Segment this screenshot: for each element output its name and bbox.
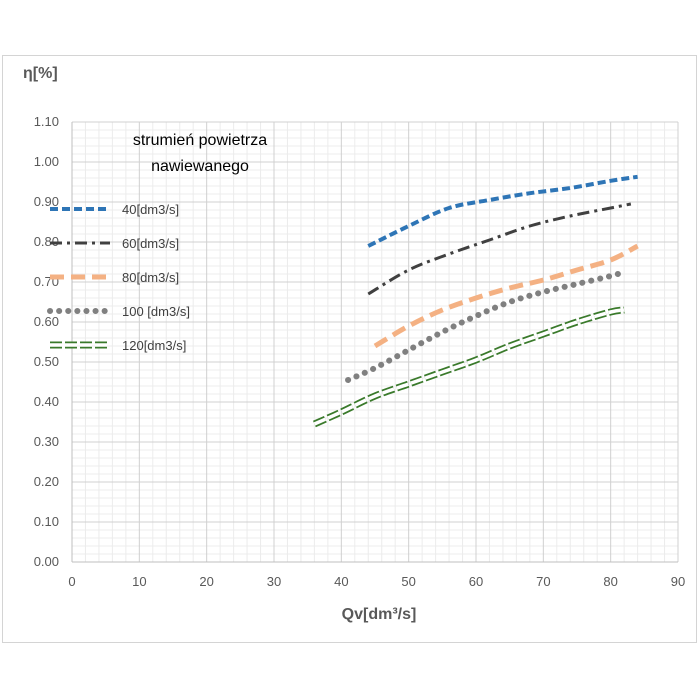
y-tick-label: 0.00 — [34, 554, 59, 569]
x-tick-label: 80 — [603, 574, 617, 589]
y-tick-label: 0.40 — [34, 394, 59, 409]
legend-label-1: 40[dm3/s] — [122, 202, 179, 217]
y-tick-label: 0.10 — [34, 514, 59, 529]
y-tick-label: 0.20 — [34, 474, 59, 489]
y-tick-labels: 0.000.100.200.300.400.500.600.700.800.90… — [34, 114, 59, 569]
legend-title-line-2: nawiewanego — [151, 158, 249, 175]
series-layer — [312, 174, 639, 428]
y-tick-label: 0.90 — [34, 194, 59, 209]
x-tick-label: 60 — [469, 574, 483, 589]
x-axis-title: Qv[dm³/s] — [342, 606, 417, 623]
series-4-line — [345, 269, 628, 383]
minor-grid — [72, 122, 678, 562]
series-2-line — [367, 202, 632, 296]
x-tick-label: 10 — [132, 574, 146, 589]
legend-label-3: 80[dm3/s] — [122, 270, 179, 285]
legend-label-4: 100 [dm3/s] — [122, 304, 190, 319]
x-tick-label: 70 — [536, 574, 550, 589]
y-tick-label: 1.10 — [34, 114, 59, 129]
chart-frame: 0.00 0.10 0.20 0.30 0.40 0.50 0.60 0.70 0.80 0.90… — [2, 55, 697, 643]
x-tick-label: 0 — [68, 574, 75, 589]
series-5-line-inner — [313, 308, 625, 426]
x-tick-label: 90 — [671, 574, 685, 589]
line-chart: 0.000.100.200.300.400.500.600.700.800.90… — [23, 65, 685, 623]
y-axis-title: η[%] — [23, 65, 58, 82]
legend-label-5: 120[dm3/s] — [122, 338, 186, 353]
y-tick-label: 1.00 — [34, 154, 59, 169]
x-tick-label: 40 — [334, 574, 348, 589]
y-tick-label: 0.60 — [34, 314, 59, 329]
x-tick-label: 20 — [199, 574, 213, 589]
series-5-line-outline — [312, 306, 625, 428]
x-tick-label: 50 — [401, 574, 415, 589]
legend-label-2: 60[dm3/s] — [122, 236, 179, 251]
x-tick-label: 30 — [267, 574, 281, 589]
series-1-line — [367, 174, 638, 248]
legend-title-line-1: strumień powietrza — [133, 132, 267, 149]
y-tick-label: 0.30 — [34, 434, 59, 449]
x-tick-labels: 0 10 20 30 40 50 60 70 80 90 — [68, 574, 685, 589]
legend: strumień powietrza nawiewanego 40[dm3/s]… — [47, 132, 267, 353]
series-3-line — [373, 243, 639, 349]
legend-items: 40[dm3/s] 60[dm3/s] 80[dm3/s] 100 [dm3/s] 12… — [47, 202, 190, 353]
y-tick-label: 0.80 — [34, 234, 59, 249]
y-tick-label: 0.50 — [34, 354, 59, 369]
major-grid — [71, 121, 679, 563]
